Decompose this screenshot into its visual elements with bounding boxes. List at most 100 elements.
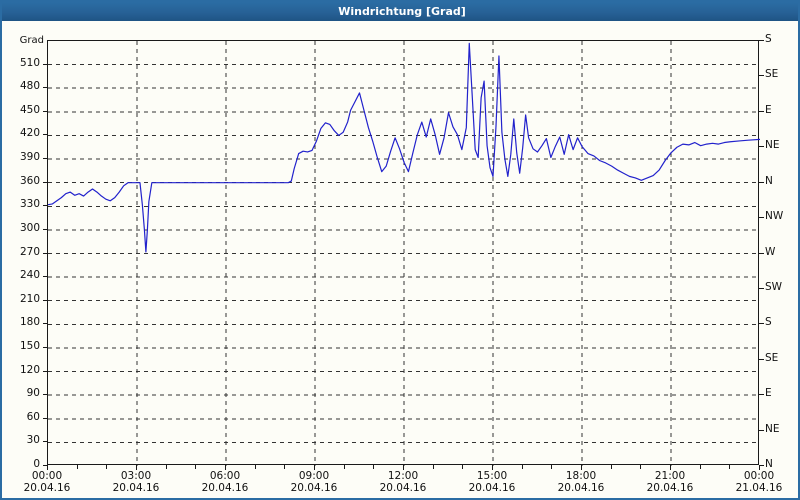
x-axis-tick-date: 20.04.16 [112,482,160,494]
x-axis-tick-time: 21:00 [654,470,686,482]
y-axis-tick-mark [43,205,47,207]
x-axis-tick-time: 12:00 [387,470,419,482]
right-axis-tick-mark [759,358,764,360]
x-axis-major-tick-mark [314,465,315,470]
y-axis-tick-label: 480 [19,80,40,93]
y-axis-tick-mark [43,158,47,160]
y-axis-tick-mark [43,394,47,396]
y-axis-tick-mark [43,63,47,65]
y-axis-tick-label: 390 [19,151,40,164]
x-axis-major-tick-mark [670,465,671,470]
x-axis-tick-label: 06:00 20.04.16 [185,470,265,494]
x-axis-minor-tick-mark [729,465,731,469]
right-axis-tick-label: SE [765,351,779,364]
x-axis-tick-date: 20.04.16 [201,482,249,494]
x-axis-tick-label: 15:00 20.04.16 [452,470,532,494]
chart-canvas: Grad 0 30 60 90 120 150 180 210 240 270 300 330 360 3… [2,21,798,498]
x-axis-tick-label: 00:00 21.04.16 [719,470,798,494]
right-axis-tick-label: NE [765,139,780,152]
x-axis-major-tick-mark [136,465,137,470]
right-axis-tick-label: SE [765,68,779,81]
y-axis-tick-label: 420 [19,127,40,140]
y-axis-tick-mark [43,441,47,443]
plot-area [47,40,760,466]
x-axis-tick-time: 09:00 [298,470,330,482]
y-axis-tick-label: 300 [19,221,40,234]
right-axis-tick-label: NW [765,210,784,223]
x-axis-minor-tick-mark [699,465,701,469]
y-axis-tick-mark [43,134,47,136]
right-axis-tick-label: N [765,458,773,470]
y-axis-tick-mark [43,465,47,466]
y-axis-tick-mark [43,228,47,230]
y-axis-tick-label: 0 [33,458,40,470]
window-title-bar: Windrichtung [Grad] [2,2,798,21]
x-axis-tick-label: 21:00 20.04.16 [630,470,710,494]
x-axis-tick-label: 18:00 20.04.16 [541,470,621,494]
x-axis-tick-date: 20.04.16 [646,482,694,494]
y-axis-tick-mark [43,370,47,372]
y-axis-tick-label: 510 [19,56,40,69]
x-axis-tick-time: 15:00 [476,470,508,482]
right-axis-tick-mark [759,110,764,112]
right-axis-tick-label: NE [765,422,780,435]
right-axis-tick-mark [759,75,764,77]
x-axis-tick-time: 03:00 [120,470,152,482]
y-axis-tick-mark [43,110,47,112]
x-axis-minor-tick-mark [551,465,553,469]
x-axis-tick-date: 20.04.16 [290,482,338,494]
x-axis-minor-tick-mark [195,465,197,469]
right-axis-tick-label: W [765,245,776,258]
x-axis-tick-time: 06:00 [209,470,241,482]
y-axis-tick-mark [43,276,47,278]
x-axis-minor-tick-mark [610,465,612,469]
y-axis-tick-mark [43,87,47,89]
right-axis-tick-label: SW [765,280,783,293]
y-axis-tick-label: 450 [19,103,40,116]
x-axis-minor-tick-mark [640,465,642,469]
x-axis-minor-tick-mark [76,465,78,469]
x-axis-tick-label: 00:00 20.04.16 [7,470,87,494]
y-axis-tick-label: 240 [19,269,40,282]
x-axis-tick-label: 09:00 20.04.16 [274,470,354,494]
y-axis-tick-label: 120 [19,363,40,376]
right-axis-tick-mark [759,40,764,41]
x-axis-minor-tick-mark [373,465,375,469]
window-title: Windrichtung [Grad] [338,5,466,18]
x-axis-minor-tick-mark [254,465,256,469]
y-axis-tick-label: 210 [19,292,40,305]
x-axis-tick-label: 03:00 20.04.16 [96,470,176,494]
y-axis-tick-mark [43,181,47,183]
x-axis-minor-tick-mark [462,465,464,469]
right-axis-tick-mark [759,217,764,219]
x-axis-tick-date: 20.04.16 [379,482,427,494]
x-axis-tick-date: 20.04.16 [557,482,605,494]
y-axis-tick-mark [43,252,47,254]
right-axis-tick-label: S [765,316,772,329]
x-axis-major-tick-mark [225,465,226,470]
y-axis-tick-label: 330 [19,198,40,211]
y-axis-tick-mark [43,346,47,348]
x-axis-tick-date: 20.04.16 [468,482,516,494]
y-axis-tick-label: 90 [26,387,40,400]
y-axis-tick-mark [43,299,47,301]
x-axis-tick-time: 00:00 [31,470,63,482]
x-axis-minor-tick-mark [432,465,434,469]
x-axis-tick-date: 21.04.16 [735,482,783,494]
y-axis-tick-label: 30 [26,434,40,447]
right-axis-tick-mark [759,394,764,396]
x-axis-major-tick-mark [581,465,582,470]
right-axis-tick-mark [759,181,764,183]
right-axis-tick-mark [759,287,764,289]
x-axis-tick-time: 18:00 [565,470,597,482]
y-axis-tick-label: 270 [19,245,40,258]
right-axis-tick-mark [759,429,764,431]
y-axis-unit-label: Grad [19,35,44,46]
x-axis-tick-time: 00:00 [743,470,775,482]
x-axis-major-tick-mark [759,465,760,470]
y-axis-tick-label: 150 [19,339,40,352]
y-axis-tick-mark [43,323,47,325]
right-axis-tick-label: E [765,103,772,116]
data-series-line [48,42,760,253]
